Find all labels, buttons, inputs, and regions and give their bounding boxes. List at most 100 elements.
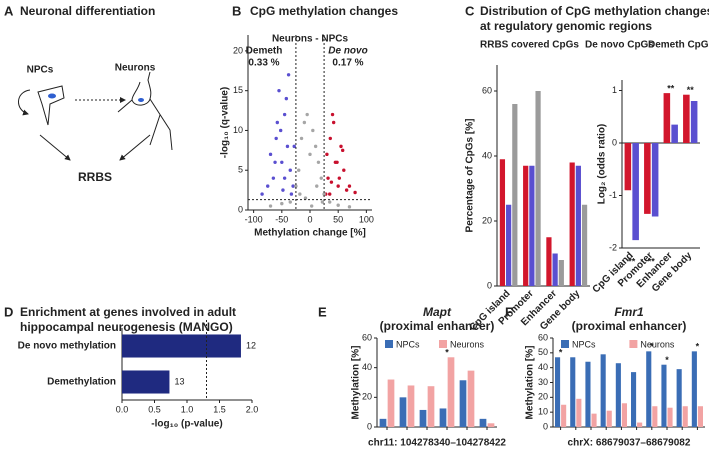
bar — [512, 104, 518, 286]
bar-label: 13 — [174, 376, 184, 386]
point — [294, 184, 298, 188]
bar — [552, 253, 558, 286]
point — [322, 192, 326, 196]
point — [278, 128, 283, 133]
bar — [646, 351, 652, 427]
bar — [637, 422, 643, 427]
point — [340, 148, 345, 153]
y-axis-label: Methylation [%] — [351, 346, 362, 420]
bar — [575, 165, 581, 286]
point — [342, 168, 346, 172]
bar — [399, 397, 407, 427]
significance-marker: * — [696, 342, 700, 352]
x-tick-label: -100 — [245, 214, 263, 224]
x-axis-label: Methylation change [%] — [254, 228, 366, 239]
bar — [600, 354, 606, 427]
x-axis-label: chr11: 104278340–104278422 — [368, 438, 506, 449]
bar — [535, 91, 541, 286]
point — [289, 192, 294, 196]
bar — [697, 406, 703, 427]
bar — [439, 408, 447, 427]
significance-marker: * — [650, 342, 654, 352]
y-tick-label: 20 — [362, 392, 372, 402]
point — [288, 168, 292, 172]
bar — [447, 357, 455, 427]
chart-title: Enrichment at genes involved in adult — [20, 305, 236, 319]
point — [325, 152, 329, 157]
point — [282, 112, 287, 117]
panel-letter: B — [232, 3, 241, 18]
bar — [506, 204, 512, 286]
neuron-label: Neurons — [115, 63, 156, 74]
bar — [427, 386, 435, 427]
point — [275, 120, 280, 125]
point — [281, 188, 285, 192]
y-axis-label: -log₁₀ (q-value) — [220, 87, 231, 158]
point — [282, 176, 287, 180]
point — [305, 112, 309, 117]
significance-marker: * — [665, 355, 669, 365]
bar — [652, 406, 658, 427]
y-tick-label: 40 — [362, 362, 372, 372]
significance-marker: ** — [628, 256, 636, 266]
bar — [671, 124, 678, 143]
panel-letter: A — [4, 3, 14, 18]
y-tick-label: 50 — [538, 347, 548, 357]
point — [329, 180, 334, 184]
point — [316, 160, 321, 164]
y-tick-label: 20 — [482, 215, 492, 225]
bar — [632, 143, 639, 241]
point — [347, 205, 352, 209]
bar — [529, 165, 535, 286]
x-tick-label: 2.0 — [246, 404, 259, 414]
bar — [581, 204, 588, 286]
y-tick-label: 0 — [543, 421, 548, 431]
point — [280, 160, 284, 164]
legend-label: RRBS covered CpGs — [480, 40, 579, 51]
bar — [591, 413, 597, 427]
point — [313, 144, 318, 149]
point — [319, 176, 323, 180]
bar — [667, 407, 673, 427]
bar — [387, 379, 395, 427]
y-tick-label: 60 — [482, 85, 492, 95]
bar — [407, 385, 415, 427]
y-tick-label: 0 — [238, 204, 243, 214]
x-tick-label: 0.0 — [116, 404, 129, 414]
bar — [576, 398, 582, 427]
bar — [631, 372, 637, 427]
bar — [624, 143, 632, 191]
point — [339, 144, 343, 149]
bar — [585, 361, 591, 427]
y-axis-label: Percentage of CpGs [%] — [465, 119, 476, 233]
bar — [546, 237, 552, 286]
chart-title: hippocampal neurogenesis (MANGO) — [20, 320, 233, 334]
legend-label: Neurons — [640, 339, 675, 349]
y-tick-label: 20 — [233, 45, 243, 55]
legend-label: De novo CpGs — [585, 40, 654, 51]
legend-swatch — [439, 340, 447, 348]
bar — [487, 423, 495, 427]
significance-marker: ** — [667, 84, 675, 94]
bar — [683, 94, 690, 143]
y-tick-label: 10 — [233, 125, 243, 135]
legend-label: De novo — [328, 46, 367, 57]
chart-title: CpG methylation changes — [250, 4, 398, 18]
bar — [676, 369, 682, 427]
y-tick-label: 60 — [362, 332, 372, 342]
bar — [419, 409, 427, 427]
point — [309, 204, 314, 208]
bar — [561, 404, 567, 427]
point — [336, 184, 340, 188]
y-tick-label: 10 — [538, 407, 548, 417]
significance-marker: * — [445, 348, 449, 358]
bar — [661, 364, 667, 427]
bar — [122, 334, 241, 358]
point — [328, 136, 332, 141]
y-tick-label: 1 — [612, 85, 617, 95]
y-tick-label: 0 — [487, 280, 492, 290]
chart-title: Distribution of CpG methylation changes — [480, 4, 709, 18]
point — [284, 96, 289, 101]
point — [303, 196, 308, 200]
